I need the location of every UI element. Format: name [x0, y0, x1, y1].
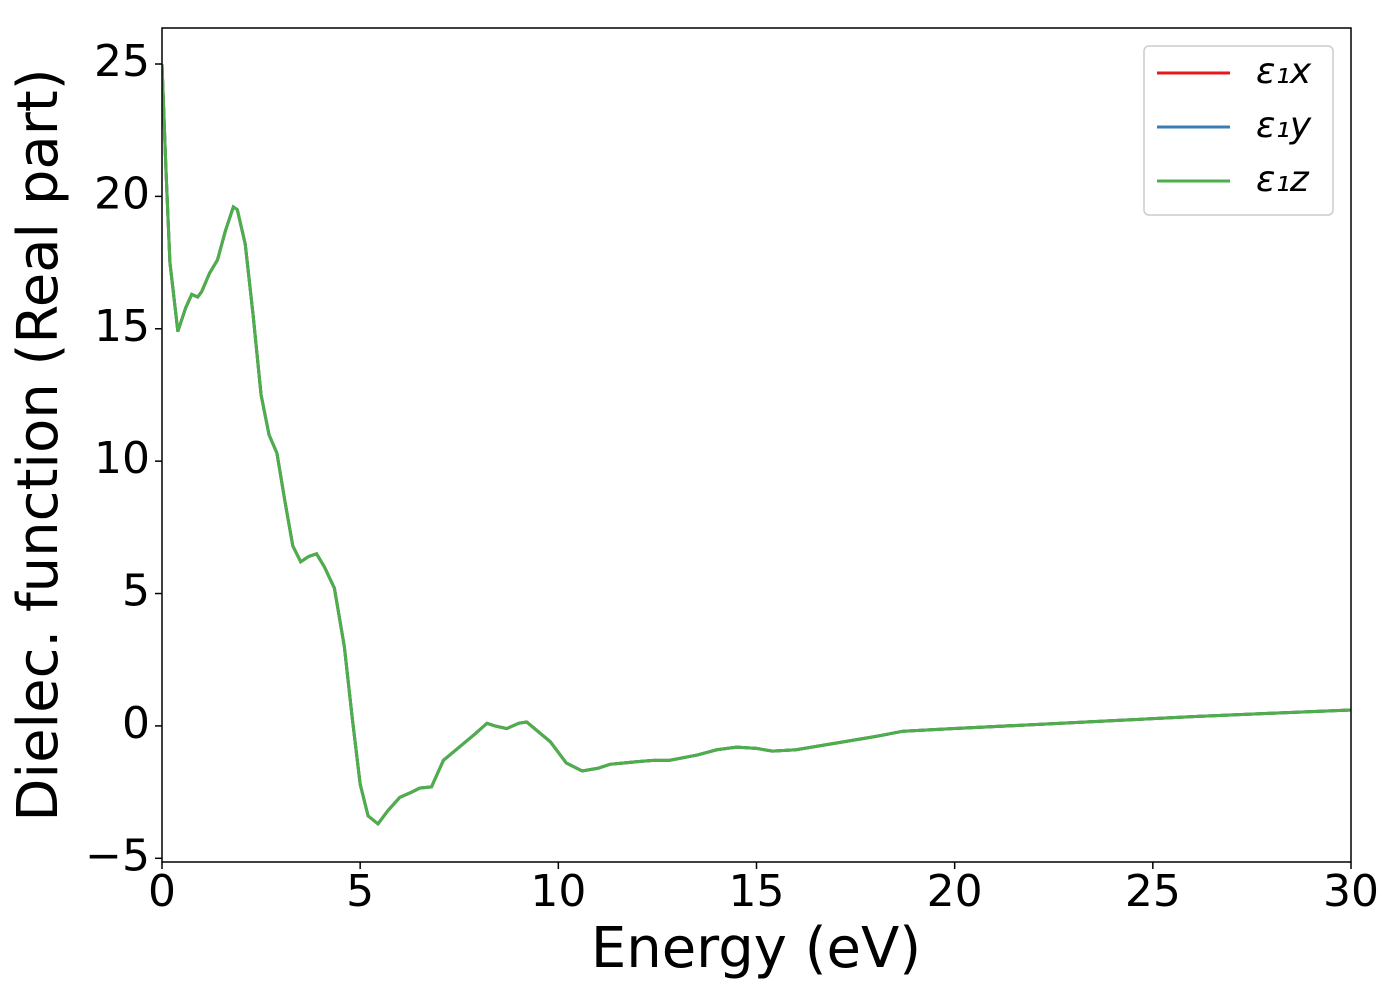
data-line	[162, 63, 1351, 827]
x-tick-label: 25	[1125, 866, 1181, 917]
legend-label: ε₁y	[1256, 105, 1312, 146]
x-tick-label: 10	[530, 866, 586, 917]
legend-box	[1143, 45, 1334, 216]
x-tick-label: 20	[927, 866, 983, 917]
x-tick-label: 30	[1323, 866, 1379, 917]
y-tick-label: 15	[94, 301, 150, 352]
x-axis-label: Energy (eV)	[591, 916, 921, 981]
y-tick-label: 20	[94, 168, 150, 219]
x-tick-label: 0	[148, 866, 176, 917]
y-axis-label: Dielec. function (Real part)	[6, 68, 71, 821]
plot-frame	[161, 27, 1352, 863]
x-tick-label: 15	[729, 866, 785, 917]
y-tick-label: 25	[94, 36, 150, 87]
y-tick-label: 10	[94, 433, 150, 484]
x-tick-label: 5	[346, 866, 374, 917]
y-tick-label: 0	[122, 698, 150, 749]
y-tick-label: −5	[85, 830, 150, 881]
legend-label: ε₁z	[1256, 159, 1310, 200]
legend-label: ε₁x	[1256, 51, 1312, 92]
y-tick-label: 5	[122, 566, 150, 617]
